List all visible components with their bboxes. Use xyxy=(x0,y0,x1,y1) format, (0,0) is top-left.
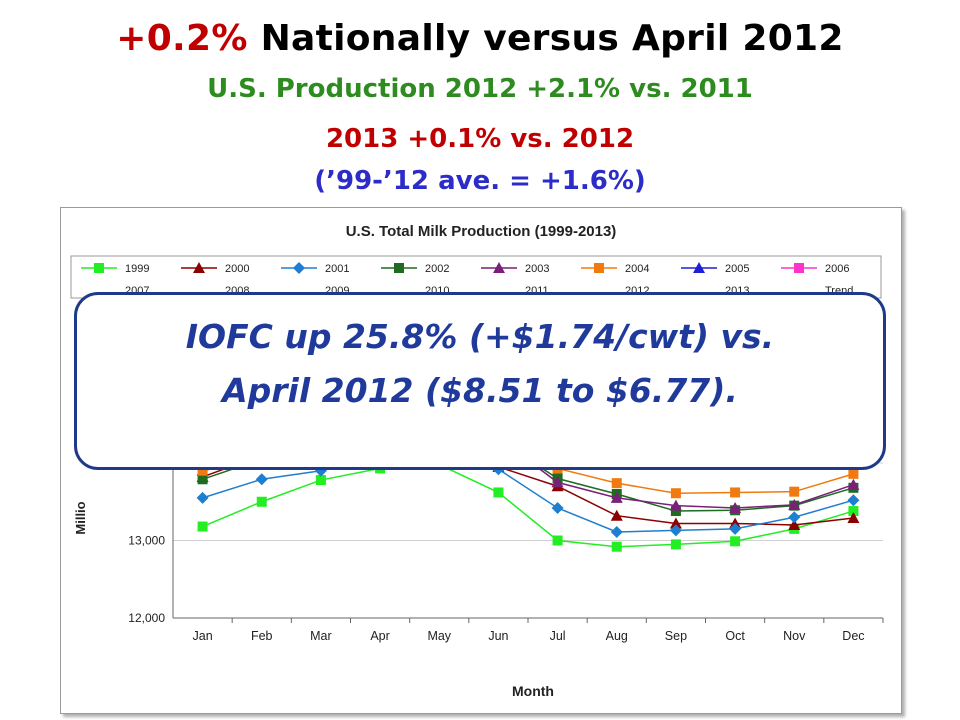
data-point-1999 xyxy=(256,496,267,507)
data-point-1999 xyxy=(315,475,326,486)
x-tick-label: Feb xyxy=(251,629,273,643)
x-axis-label: Month xyxy=(512,683,554,699)
data-point-2001 xyxy=(551,501,564,514)
data-point-2003 xyxy=(551,476,564,488)
subtitle-2013: 2013 +0.1% vs. 2012 xyxy=(325,124,635,154)
data-point-1999 xyxy=(730,536,741,547)
y-axis-label: Millio xyxy=(73,501,88,534)
legend-label: 2000 xyxy=(225,263,249,275)
legend-marker xyxy=(293,262,305,274)
data-point-2000 xyxy=(669,517,682,529)
data-point-2004 xyxy=(848,468,859,479)
x-tick-label: Oct xyxy=(725,629,745,643)
legend-label: 2006 xyxy=(825,263,849,275)
y-tick-label: 13,000 xyxy=(128,534,165,548)
data-point-2001 xyxy=(610,525,623,538)
x-tick-label: Jan xyxy=(193,629,213,643)
legend-marker xyxy=(693,262,705,273)
data-point-1999 xyxy=(848,506,859,517)
series-line-1999 xyxy=(202,463,854,548)
data-point-1999 xyxy=(552,535,563,546)
data-point-2000 xyxy=(610,509,623,521)
x-tick-label: Jul xyxy=(550,629,566,643)
data-point-2001 xyxy=(788,511,801,524)
title-rest: Nationally versus April 2012 xyxy=(260,18,844,59)
y-tick-label: 12,000 xyxy=(128,611,165,625)
data-point-2003 xyxy=(788,498,801,510)
callout-line-1: IOFC up 25.8% (+$1.74/cwt) vs. xyxy=(185,317,775,356)
data-point-2004 xyxy=(611,478,622,489)
legend-label: 2004 xyxy=(625,263,649,275)
data-point-2004 xyxy=(730,487,741,498)
subtitle-production-2012: U.S. Production 2012 +2.1% vs. 2011 xyxy=(207,74,753,104)
x-tick-label: Sep xyxy=(665,629,687,643)
legend-label: 2005 xyxy=(725,263,749,275)
data-point-2001 xyxy=(255,473,268,486)
chart-title: U.S. Total Milk Production (1999-2013) xyxy=(346,223,617,240)
legend-label: 2003 xyxy=(525,263,549,275)
data-point-2000 xyxy=(847,512,860,524)
legend-marker xyxy=(594,263,604,273)
x-tick-label: Aug xyxy=(606,629,628,643)
data-point-2002 xyxy=(670,506,681,517)
legend-marker xyxy=(794,263,804,273)
data-point-2004 xyxy=(789,486,800,497)
data-point-1999 xyxy=(611,541,622,552)
data-point-1999 xyxy=(197,521,208,532)
title-highlight: +0.2% xyxy=(116,18,248,59)
legend-label: 2001 xyxy=(325,263,349,275)
data-point-2001 xyxy=(729,522,742,535)
x-tick-label: Apr xyxy=(370,629,389,643)
series-line-2001 xyxy=(202,450,854,533)
x-tick-label: Jun xyxy=(488,629,508,643)
data-point-1999 xyxy=(493,487,504,498)
data-point-2003 xyxy=(847,478,860,490)
legend-marker xyxy=(193,262,205,273)
x-tick-label: Nov xyxy=(783,629,806,643)
data-point-2001 xyxy=(669,524,682,537)
iofc-callout: IOFC up 25.8% (+$1.74/cwt) vs. April 201… xyxy=(74,292,886,470)
callout-line-2: April 2012 ($8.51 to $6.77). xyxy=(222,371,738,410)
data-point-2002 xyxy=(197,474,208,485)
data-point-2001 xyxy=(847,494,860,507)
legend-marker xyxy=(94,263,104,273)
legend-label: 1999 xyxy=(125,263,149,275)
x-tick-label: Mar xyxy=(310,629,332,643)
x-tick-label: Dec xyxy=(842,629,864,643)
subtitle-average: (’99-’12 ave. = +1.6%) xyxy=(314,166,646,196)
data-point-2003 xyxy=(669,499,682,511)
data-point-1999 xyxy=(670,539,681,550)
data-point-2000 xyxy=(788,519,801,530)
data-point-2004 xyxy=(670,488,681,499)
legend-marker xyxy=(493,262,505,273)
legend-marker xyxy=(394,263,404,273)
legend-label: 2002 xyxy=(425,263,449,275)
slide-title: +0.2% Nationally versus April 2012 xyxy=(0,18,960,59)
data-point-2004 xyxy=(197,465,208,476)
data-point-2003 xyxy=(610,491,623,503)
x-tick-label: May xyxy=(427,629,451,643)
data-point-2001 xyxy=(196,491,209,504)
data-point-2003 xyxy=(729,501,742,513)
